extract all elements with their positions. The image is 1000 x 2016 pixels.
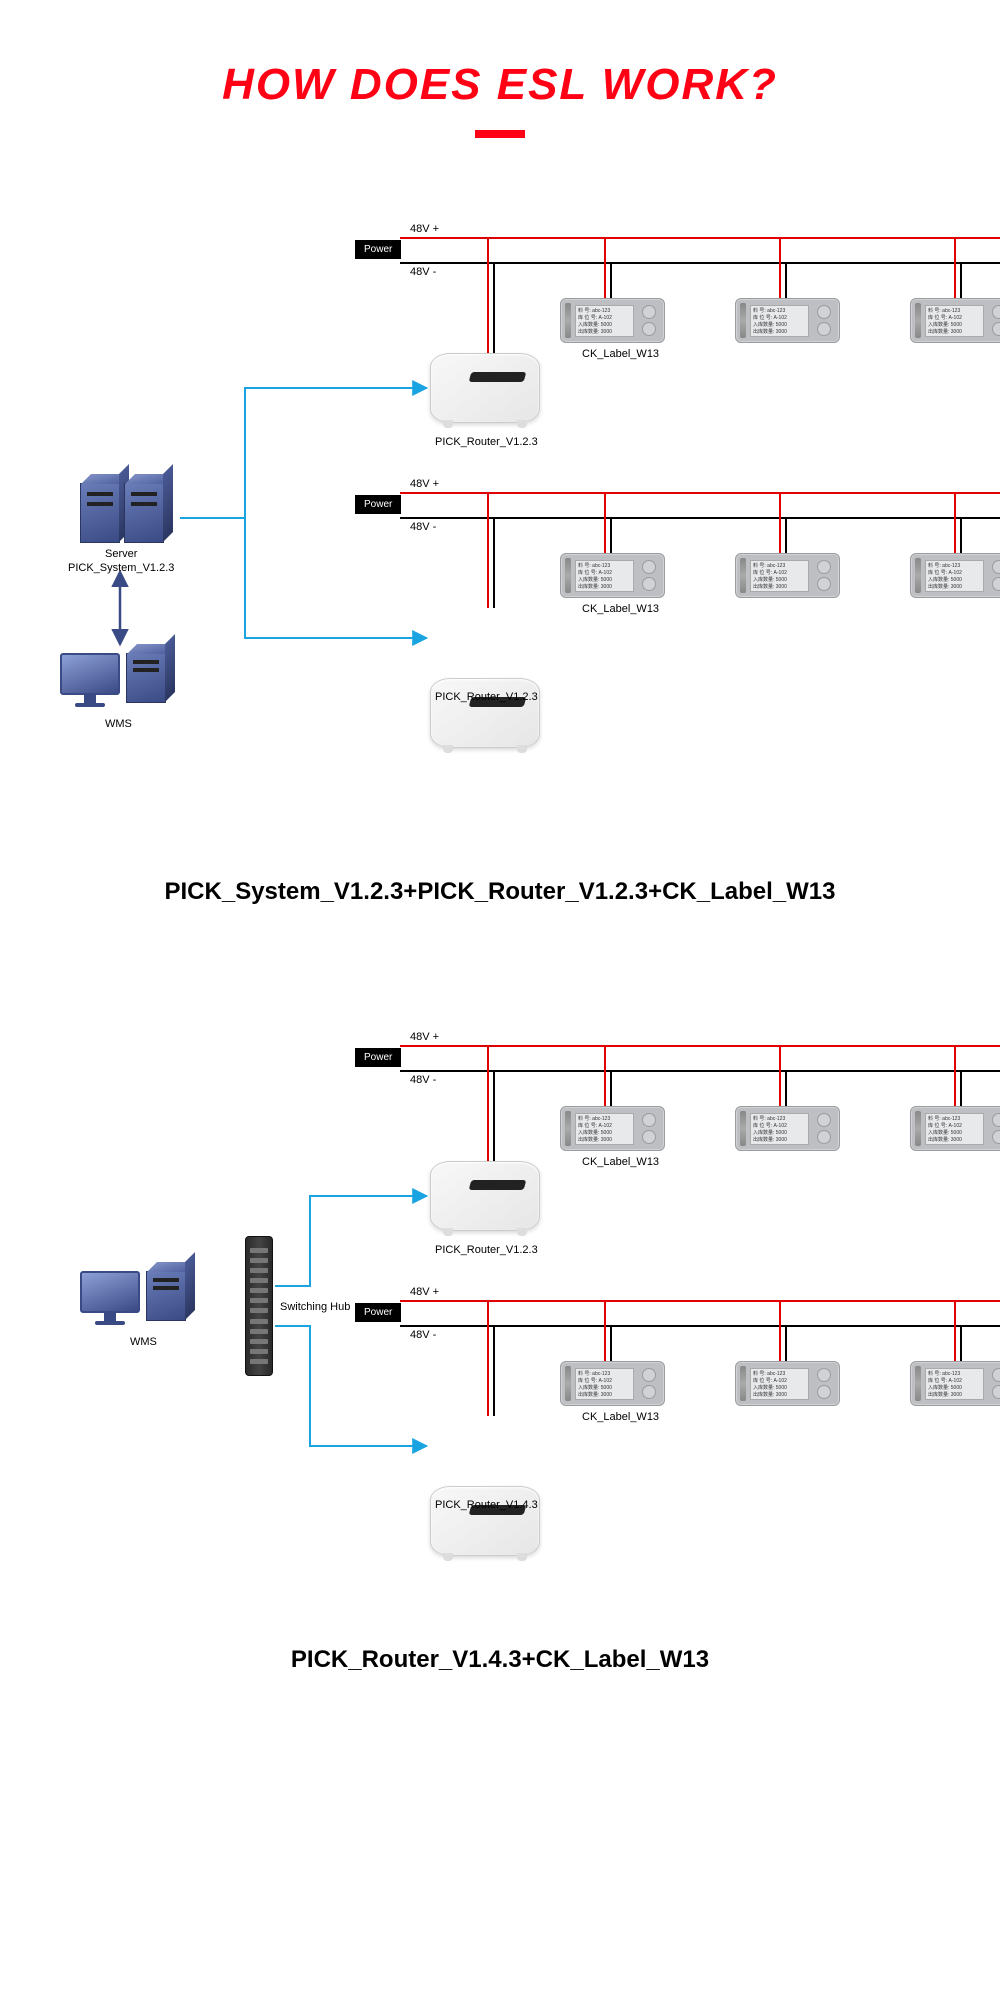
power-badge: Power [355,240,401,259]
power-badge: Power [355,1303,401,1322]
wms-label: WMS [130,1336,157,1348]
volt-minus-label: 48V - [410,1074,436,1086]
esl-label-device: 料 号: abc-123库 位 号: A-102入库数量: 5000出库数量: … [560,1106,665,1151]
esl-caption: CK_Label_W13 [582,1411,659,1423]
power-badge: Power [355,495,401,514]
wms-icon [60,653,166,703]
server-label-version: PICK_System_V1.2.3 [68,562,174,574]
volt-plus-label: 48V + [410,223,439,235]
esl-label-device: 料 号: abc-123库 位 号: A-102入库数量: 5000出库数量: … [560,1361,665,1406]
esl-line: 出库数量: 3000 [578,329,612,335]
server-label: Server [105,548,137,560]
title-underline [475,130,525,138]
switching-hub-icon [245,1236,273,1376]
esl-label-device: 料 号: abc-123库 位 号: A-102入库数量: 5000出库数量: … [910,298,1000,343]
esl-label-device: 料 号: abc-123库 位 号: A-102入库数量: 5000出库数量: … [560,298,665,343]
hub-label: Switching Hub [280,1301,350,1313]
power-badge: Power [355,1048,401,1067]
diagram-2: Power 48V + 48V - PICK_Router_V1.2.3 料 号… [0,1026,1000,1606]
router-label: PICK_Router_V1.2.3 [435,1244,538,1256]
router-label: PICK_Router_V1.2.3 [435,436,538,448]
pick-router [430,678,540,748]
esl-label-device: 料 号: abc-123库 位 号: A-102入库数量: 5000出库数量: … [735,298,840,343]
volt-minus-label: 48V - [410,1329,436,1341]
esl-label-device: 料 号: abc-123库 位 号: A-102入库数量: 5000出库数量: … [735,553,840,598]
wms-label: WMS [105,718,132,730]
server-icon [80,483,164,543]
pick-router [430,353,540,423]
esl-caption: CK_Label_W13 [582,348,659,360]
diagram-2-caption: PICK_Router_V1.4.3+CK_Label_W13 [0,1646,1000,1674]
pick-router [430,1161,540,1231]
esl-label-device: 料 号: abc-123库 位 号: A-102入库数量: 5000出库数量: … [910,1361,1000,1406]
esl-label-device: 料 号: abc-123库 位 号: A-102入库数量: 5000出库数量: … [560,553,665,598]
esl-label-device: 料 号: abc-123库 位 号: A-102入库数量: 5000出库数量: … [910,553,1000,598]
router-label: PICK_Router_V1.2.3 [435,691,538,703]
volt-minus-label: 48V - [410,266,436,278]
volt-plus-label: 48V + [410,1286,439,1298]
esl-line: 料 号: abc-123 [578,308,610,314]
esl-label-device: 料 号: abc-123库 位 号: A-102入库数量: 5000出库数量: … [910,1106,1000,1151]
volt-plus-label: 48V + [410,478,439,490]
esl-label-device: 料 号: abc-123库 位 号: A-102入库数量: 5000出库数量: … [735,1106,840,1151]
pick-router [430,1486,540,1556]
esl-line: 库 位 号: A-102 [578,315,612,321]
volt-minus-label: 48V - [410,521,436,533]
diagram-1-caption: PICK_System_V1.2.3+PICK_Router_V1.2.3+CK… [0,878,1000,906]
volt-plus-label: 48V + [410,1031,439,1043]
esl-line: 入库数量: 5000 [578,322,612,328]
wms-icon [80,1271,186,1321]
esl-caption: CK_Label_W13 [582,1156,659,1168]
esl-label-device: 料 号: abc-123库 位 号: A-102入库数量: 5000出库数量: … [735,1361,840,1406]
page-title: HOW DOES ESL WORK? [0,60,1000,110]
diagram-1: Power 48V + 48V - PICK_Router_V1.2.3 料 号… [0,218,1000,838]
esl-caption: CK_Label_W13 [582,603,659,615]
router-label: PICK_Router_V1.4.3 [435,1499,538,1511]
